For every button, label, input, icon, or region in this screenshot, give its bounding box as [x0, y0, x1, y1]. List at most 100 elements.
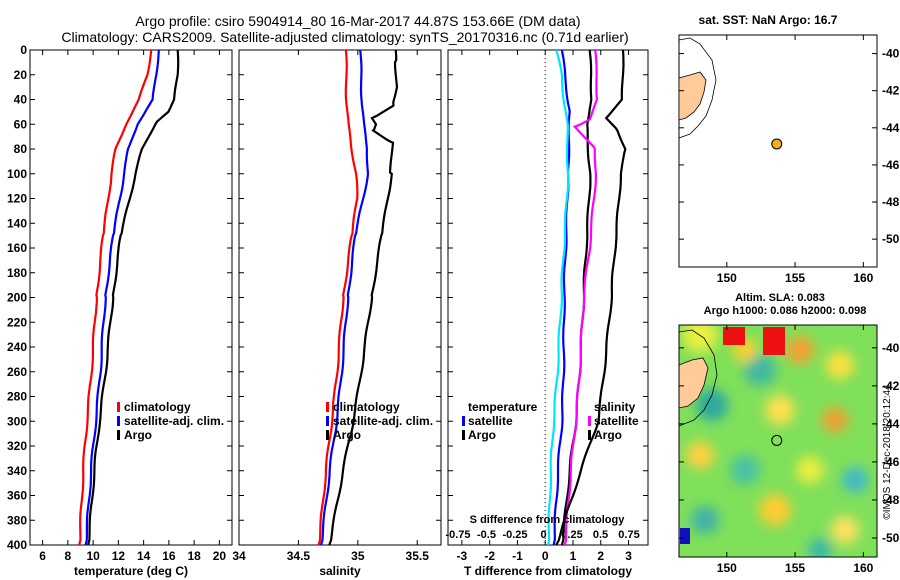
legend-t-argo-swatch [462, 430, 465, 440]
y-tick-label: 380 [7, 513, 27, 527]
legend-argo-label: Argo [333, 428, 361, 442]
sla-blobs [682, 325, 868, 557]
x-tick-label: 35.5 [406, 549, 430, 563]
map-y-tick-label: -44 [882, 417, 900, 431]
legend-argo-swatch [117, 430, 120, 440]
sla-blob [808, 538, 832, 557]
sst-tasmania-land [678, 71, 707, 121]
y-tick-label: 180 [7, 266, 27, 280]
legend-s-satellite-label: satellite [594, 414, 639, 428]
y-tick-label: 160 [7, 241, 27, 255]
legend-s-satellite-swatch [588, 416, 591, 426]
difference-legend-right: salinity satellite Argo [588, 400, 639, 442]
sla-map-subtitle: Argo h1000: 0.086 h2000: 0.098 [704, 305, 867, 317]
sla-blob [822, 407, 848, 433]
satellite-adj-line [84, 49, 160, 546]
x-tick-label: 3 [625, 549, 632, 563]
title-line-1: Argo profile: csiro 5904914_80 16-Mar-20… [135, 13, 580, 29]
map-x-tick-label: 150 [717, 561, 737, 575]
map-y-tick-label: -50 [882, 232, 900, 246]
map-y-tick-label: -46 [882, 455, 900, 469]
sla-blob [796, 456, 824, 484]
sla-map-title: Altim. SLA: 0.083 [735, 292, 825, 304]
s-diff-tick-label: -0.75 [445, 529, 470, 541]
x-tick-label: 34 [232, 549, 246, 563]
map-y-tick-label: -44 [882, 121, 900, 135]
s-diff-satellite-line [546, 49, 570, 546]
y-tick-label: 140 [7, 216, 27, 230]
sla-blob [759, 494, 791, 526]
salinity-panel: 34 34.5 35 35.5 salinity climatology satell… [232, 49, 442, 578]
x-tick-label: 6 [39, 549, 46, 563]
sla-blob [831, 516, 859, 544]
legend-climatology-label: climatology [124, 400, 191, 414]
x-tick-label: -1 [512, 549, 523, 563]
legend-satellite-swatch [117, 416, 120, 426]
map-y-tick-label: -50 [882, 531, 900, 545]
map-y-tick-label: -46 [882, 158, 900, 172]
legend-climatology-swatch [117, 402, 120, 412]
argo-float-marker [771, 138, 783, 150]
map-x-tick-label: 160 [853, 561, 873, 575]
legend-climatology-swatch [326, 402, 329, 412]
y-tick-label: 360 [7, 489, 27, 503]
argo-line [328, 49, 399, 546]
argo-float-marker [771, 434, 783, 446]
legend-argo-swatch [326, 430, 329, 440]
temperature-plot-frame [29, 49, 233, 546]
difference-plot-frame [447, 49, 649, 546]
map-y-tick-label: -48 [882, 195, 900, 209]
y-tick-label: 120 [7, 192, 27, 206]
satellite-adj-line [319, 49, 370, 546]
x-tick-label: 34.5 [287, 549, 311, 563]
x-tick-label: 8 [65, 549, 72, 563]
map-y-tick-label: -48 [882, 493, 900, 507]
x-tick-label: 35 [351, 549, 365, 563]
legend-t-argo-label: Argo [468, 428, 496, 442]
s-diff-tick-label: -0.25 [502, 529, 527, 541]
s-diff-tick-label: 0.75 [618, 529, 639, 541]
legend-salinity-title: salinity [594, 400, 636, 414]
map-x-tick-label: 150 [717, 271, 737, 285]
legend-satellite-label: satellite-adj. clim. [333, 414, 433, 428]
title-line-2: Climatology: CARS2009. Satellite-adjuste… [61, 29, 628, 45]
y-tick-label: 240 [7, 340, 27, 354]
map-y-tick-label: -42 [882, 379, 900, 393]
sst-map-frame [678, 34, 878, 268]
y-tick-label: 300 [7, 414, 27, 428]
y-tick-label: 280 [7, 390, 27, 404]
legend-t-satellite-label: satellite [468, 414, 513, 428]
temperature-legend: climatology satellite-adj. clim. Argo [117, 400, 224, 442]
s-diff-tick-label: 0 [540, 529, 546, 541]
sla-high-anomaly [763, 327, 785, 355]
sla-blob [744, 354, 776, 386]
sla-low-anomaly [680, 528, 690, 544]
salinity-x-label: salinity [319, 564, 361, 578]
x-tick-label: 18 [187, 549, 201, 563]
sla-shelf-contour [679, 329, 718, 427]
x-tick-label: 2 [597, 549, 604, 563]
argo-line [87, 49, 180, 546]
sla-field [679, 325, 877, 557]
s-satellite-diff-line [563, 49, 599, 546]
sla-map-frame [678, 324, 878, 558]
difference-x-label: T difference from climatology [464, 564, 632, 578]
climatology-line [78, 49, 153, 546]
map-y-tick-label: -40 [882, 341, 900, 355]
salinity-legend: climatology satellite-adj. clim. Argo [326, 400, 433, 442]
y-tick-label: 220 [7, 315, 27, 329]
map-x-tick-label: 160 [853, 271, 873, 285]
legend-satellite-swatch [326, 416, 329, 426]
x-tick-label: -2 [484, 549, 495, 563]
legend-temperature-title: temperature [468, 400, 538, 414]
s-argo-diff-line [555, 49, 627, 546]
sst-shelf-contour [678, 37, 717, 139]
legend-climatology-label: climatology [333, 400, 400, 414]
y-tick-label: 340 [7, 464, 27, 478]
sst-map-title: sat. SST: NaN Argo: 16.7 [699, 13, 838, 27]
difference-legend-left: temperature satellite Argo [462, 400, 538, 442]
x-tick-label: 14 [137, 549, 151, 563]
legend-argo-label: Argo [124, 428, 152, 442]
difference-panel: -3 -2 -1 0 1 2 3-0.75 -0.5 -0.25 0 0.25 0.5 0.75 T d… [445, 49, 649, 578]
